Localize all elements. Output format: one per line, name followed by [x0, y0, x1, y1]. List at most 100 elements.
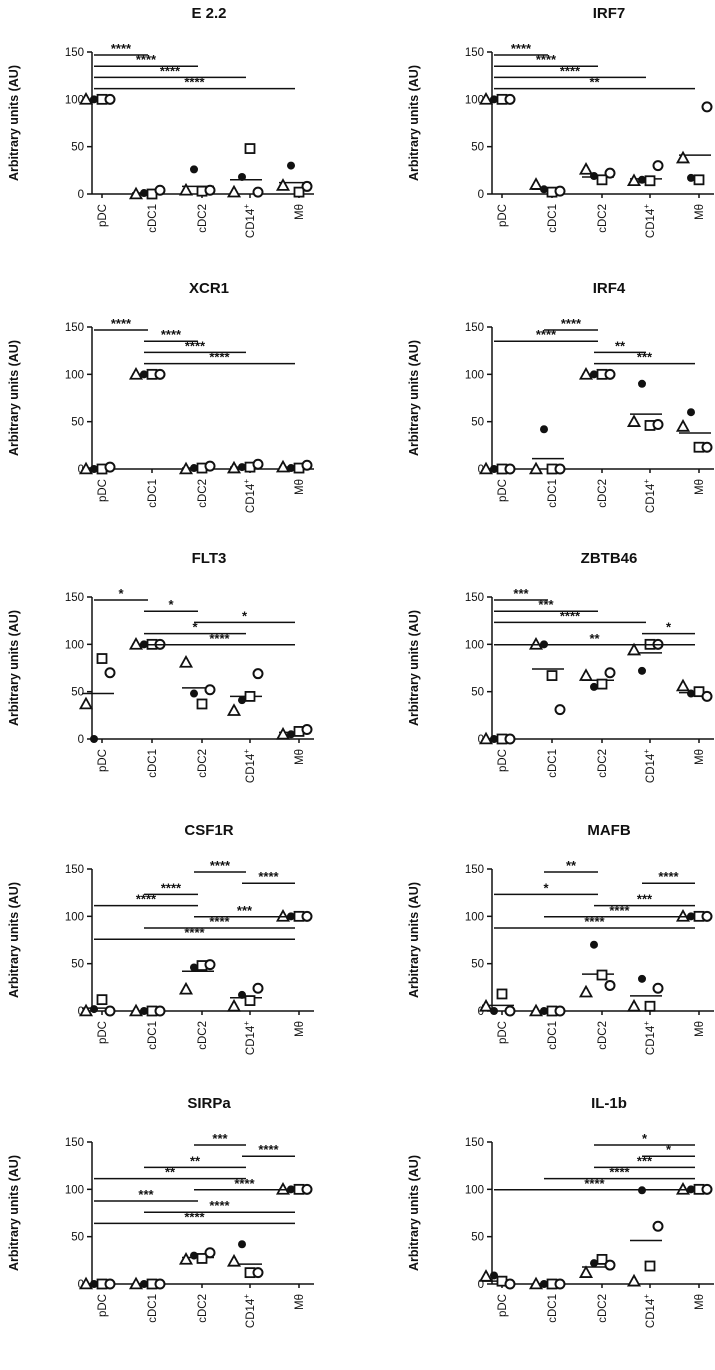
- data-point: [638, 379, 646, 388]
- data-point: [128, 636, 144, 650]
- data-point: [504, 733, 516, 745]
- x-tick-label: cDC2: [597, 479, 609, 508]
- data-point: [204, 684, 216, 696]
- significance-label: ****: [609, 1165, 630, 1180]
- data-point: [104, 667, 116, 679]
- x-tick-label-superscript: +: [242, 749, 251, 754]
- significance-label: ****: [258, 1142, 279, 1157]
- data-point: [638, 666, 646, 675]
- y-tick-label: 0: [478, 734, 484, 746]
- x-tick-label-superscript: +: [242, 479, 251, 484]
- significance-label: ****: [184, 75, 205, 90]
- data-point: [178, 1252, 194, 1265]
- data-point: [301, 459, 313, 471]
- x-tick-label: cDC2: [597, 1021, 609, 1050]
- significance-label: *: [543, 880, 549, 895]
- significance-label: ****: [536, 327, 557, 342]
- y-tick-label: 150: [65, 47, 84, 59]
- data-point: [644, 175, 656, 187]
- data-point: [652, 419, 664, 431]
- x-tick-label-text: CD14: [245, 1298, 257, 1328]
- significance-label: ****: [209, 914, 230, 929]
- x-tick-label-superscript: +: [242, 1021, 251, 1026]
- data-point: [90, 735, 98, 743]
- data-point: [238, 1240, 246, 1249]
- x-tick-label: cDC1: [147, 204, 159, 233]
- data-point: [546, 670, 558, 681]
- data-point: [478, 91, 494, 105]
- x-tick-label: pDC: [497, 749, 509, 772]
- data-point: [154, 1005, 166, 1017]
- significance-label: ****: [210, 858, 231, 873]
- data-point: [204, 460, 216, 472]
- data-point: [238, 463, 246, 472]
- y-tick-label: 100: [65, 94, 84, 106]
- data-point: [490, 735, 498, 743]
- data-point: [644, 1000, 656, 1012]
- chart-xcr1: XCR1 Arbitrary units (AU) 0 50 100 150 pDC cDC1…: [7, 280, 314, 513]
- significance-label: ****: [209, 631, 230, 646]
- data-point: [104, 93, 116, 105]
- data-point: [590, 1259, 598, 1268]
- y-tick-label: 100: [65, 639, 84, 651]
- data-point: [128, 1003, 144, 1017]
- data-point: [554, 185, 566, 197]
- data-point: [275, 178, 291, 191]
- significance-label: ****: [511, 41, 532, 56]
- x-tick-label-text: CD14: [645, 753, 657, 783]
- y-tick-label: 50: [71, 687, 84, 699]
- x-tick-label: CD14+: [242, 479, 257, 513]
- data-point: [78, 696, 94, 710]
- chart-title: E 2.2: [191, 5, 226, 22]
- y-axis-label: Arbitrary units (AU): [407, 610, 421, 726]
- data-point: [252, 458, 264, 470]
- x-tick-label-text: CD14: [645, 1025, 657, 1055]
- x-tick-label: Mθ: [294, 749, 306, 765]
- data-point: [554, 1278, 566, 1290]
- x-tick-label: Mθ: [694, 1294, 706, 1310]
- data-point: [604, 167, 616, 179]
- x-tick-label: CD14+: [242, 1021, 257, 1055]
- x-tick-label: CD14+: [242, 204, 257, 238]
- x-tick-label: cDC1: [147, 479, 159, 508]
- y-tick-label: 50: [471, 1232, 484, 1244]
- y-tick-label: 100: [65, 911, 84, 923]
- significance-label: ***: [637, 1153, 653, 1168]
- data-point: [675, 150, 691, 164]
- significance-label: ****: [136, 892, 157, 907]
- significance-label: ****: [561, 316, 582, 331]
- data-point: [78, 1276, 94, 1290]
- y-axis-label: Arbitrary units (AU): [407, 340, 421, 456]
- data-point: [301, 180, 313, 192]
- x-tick-label-text: CD14: [245, 208, 257, 238]
- y-tick-label: 150: [65, 864, 84, 876]
- x-tick-label: cDC2: [197, 749, 209, 778]
- y-tick-label: 150: [65, 1137, 84, 1149]
- data-point: [226, 460, 242, 474]
- data-point: [687, 408, 695, 417]
- data-point: [275, 1181, 291, 1195]
- x-tick-label: pDC: [497, 1021, 509, 1044]
- x-tick-label: cDC1: [147, 1021, 159, 1050]
- x-tick-label: cDC1: [547, 204, 559, 233]
- data-point: [528, 636, 544, 650]
- x-tick-label-text: CD14: [245, 1025, 257, 1055]
- data-point: [293, 186, 305, 198]
- chart-title: ZBTB46: [581, 550, 638, 567]
- data-point: [590, 172, 598, 181]
- significance-label: ***: [538, 597, 554, 612]
- y-tick-label: 50: [471, 687, 484, 699]
- chart-zbtb46: ZBTB46 Arbitrary units (AU) 0 50 100 150 pDC cD…: [407, 550, 714, 783]
- data-point: [301, 724, 313, 736]
- y-tick-label: 0: [78, 1006, 84, 1018]
- chart-csf1r: CSF1R Arbitrary units (AU) 0 50 100 150 pDC cDC…: [7, 822, 314, 1055]
- significance-label: *: [666, 620, 672, 635]
- significance-label: ****: [185, 338, 206, 353]
- x-tick-label: Mθ: [694, 1021, 706, 1037]
- x-tick-label: CD14+: [642, 204, 657, 238]
- chart-e-2-2: E 2.2 Arbitrary units (AU) 0 50 100 150 pDC cDC…: [7, 5, 314, 238]
- significance-label: ****: [658, 869, 679, 884]
- data-point: [104, 1278, 116, 1290]
- chart-title: SIRPa: [187, 1095, 231, 1112]
